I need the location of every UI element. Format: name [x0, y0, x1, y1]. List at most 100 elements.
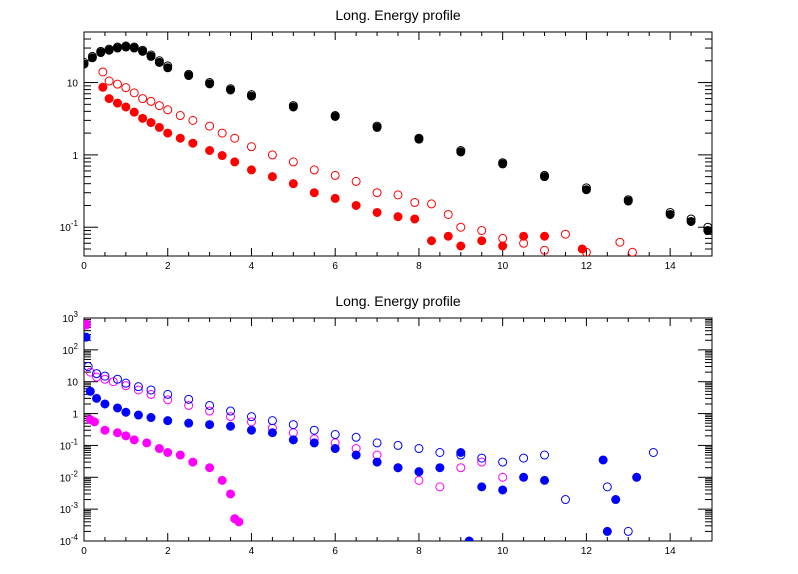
data-point-filled	[540, 172, 550, 182]
data-point-open	[540, 245, 550, 255]
data-point-filled	[96, 48, 106, 58]
data-point-filled	[89, 417, 99, 427]
data-point-open	[351, 432, 361, 442]
data-point-filled	[414, 467, 424, 477]
data-point-filled	[632, 472, 642, 482]
data-point-open	[163, 389, 173, 399]
x-tick-label: 0	[81, 261, 87, 272]
bottom-chart-panel: Long. Energy profile 0 2 4 6 8 10 12 14 10-4 10-3 1…	[60, 293, 713, 557]
data-point-filled	[330, 193, 340, 203]
data-point-open	[104, 76, 114, 86]
data-point-filled	[184, 71, 194, 81]
data-point-filled	[309, 438, 319, 448]
data-point-filled	[163, 63, 173, 73]
data-point-filled	[84, 332, 91, 342]
data-point-open	[205, 121, 215, 131]
x-tick-label: 4	[249, 546, 255, 557]
data-point-open	[560, 229, 570, 239]
data-point-filled	[226, 421, 236, 431]
data-point-filled	[267, 428, 277, 438]
data-point-filled	[309, 188, 319, 198]
data-point-filled	[519, 231, 529, 241]
data-point-open	[100, 374, 110, 384]
data-point-open	[615, 237, 625, 247]
data-point-open	[309, 165, 319, 175]
data-point-filled	[393, 463, 403, 473]
data-point-filled	[154, 122, 164, 132]
y-tick-label: 10-3	[60, 501, 79, 516]
data-point-open	[163, 105, 173, 115]
data-point-filled	[104, 94, 114, 104]
data-point-open	[154, 101, 164, 111]
data-point-open	[230, 133, 240, 143]
data-point-open	[456, 463, 466, 473]
data-point-filled	[163, 416, 173, 426]
data-point-filled	[121, 431, 131, 441]
data-point-filled	[133, 410, 143, 420]
data-point-filled	[184, 418, 194, 428]
data-point-filled	[581, 185, 591, 195]
data-point-open	[184, 400, 194, 410]
x-tick-label: 6	[332, 546, 338, 557]
data-point-filled	[703, 226, 712, 236]
data-point-filled	[246, 91, 256, 101]
x-tick-label: 14	[665, 546, 677, 557]
x-tick-label: 0	[81, 546, 87, 557]
data-point-open	[560, 495, 570, 505]
data-point-open	[330, 430, 340, 440]
data-point-filled	[175, 133, 185, 143]
data-point-open	[121, 381, 131, 391]
y-tick-label: 103	[62, 310, 78, 325]
data-point-filled	[146, 118, 156, 128]
data-point-filled	[92, 393, 102, 403]
data-point-open	[288, 420, 298, 430]
data-point-open	[498, 457, 508, 467]
data-point-filled	[112, 403, 122, 413]
data-point-filled	[205, 145, 215, 155]
x-tick-label: 6	[332, 261, 338, 272]
data-point-filled	[464, 536, 474, 541]
data-point-filled	[372, 207, 382, 217]
data-point-open	[456, 222, 466, 232]
data-point-open	[226, 412, 236, 422]
data-point-filled	[393, 212, 403, 222]
data-point-open	[330, 170, 340, 180]
data-point-filled	[498, 241, 508, 251]
data-point-open	[372, 188, 382, 198]
data-point-filled	[121, 407, 131, 417]
data-point-filled	[112, 428, 122, 438]
data-point-filled	[410, 214, 420, 224]
data-point-open	[100, 371, 110, 381]
data-point-open	[267, 416, 277, 426]
data-point-filled	[414, 134, 424, 144]
data-point-open	[175, 111, 185, 121]
data-point-filled	[226, 85, 236, 95]
x-tick-label: 14	[665, 261, 677, 272]
data-point-open	[146, 96, 156, 106]
data-point-open	[112, 374, 122, 384]
data-point-filled	[623, 196, 633, 206]
data-point-open	[288, 157, 298, 167]
data-point-filled	[217, 151, 227, 161]
x-tick-label: 8	[416, 546, 422, 557]
data-point-open	[112, 79, 122, 89]
y-tick-label: 10-1	[60, 437, 79, 452]
data-point-filled	[665, 209, 675, 219]
data-point-open	[498, 233, 508, 243]
data-points	[84, 41, 712, 256]
data-point-open	[85, 367, 95, 377]
data-point-filled	[498, 485, 508, 495]
data-point-filled	[146, 51, 156, 61]
data-point-open	[246, 412, 256, 422]
data-point-filled	[121, 42, 131, 52]
x-tick-label: 10	[497, 261, 509, 272]
data-point-filled	[288, 179, 298, 189]
data-point-open	[184, 394, 194, 404]
data-point-open	[133, 385, 143, 395]
data-point-filled	[138, 46, 148, 56]
data-point-filled	[84, 59, 89, 69]
data-point-open	[351, 176, 361, 186]
data-point-filled	[205, 463, 215, 473]
data-point-filled	[330, 111, 340, 121]
y-tick-label: 10	[67, 378, 79, 389]
